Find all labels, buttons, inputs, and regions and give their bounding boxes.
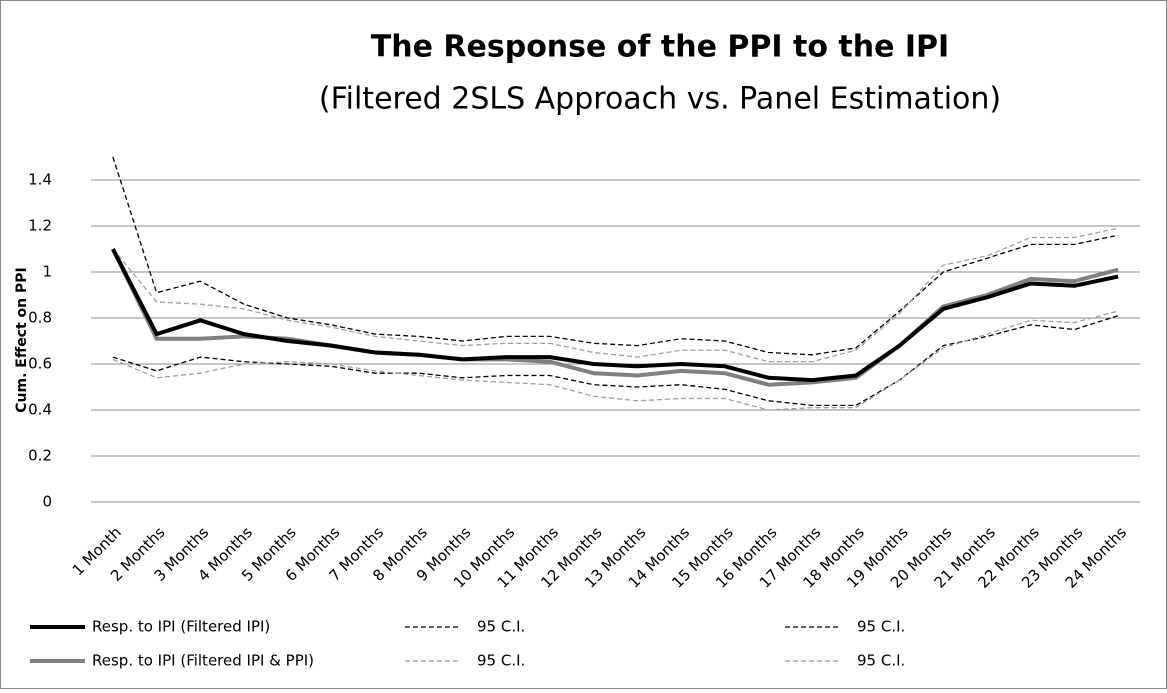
legend-label: Resp. to IPI (Filtered IPI & PPI) xyxy=(92,652,314,670)
series-line xyxy=(112,156,1119,356)
y-tick-label: 1 xyxy=(42,263,52,281)
series-line xyxy=(112,227,1119,363)
y-tick-label: 1.2 xyxy=(28,217,52,235)
y-tick-label: 1.4 xyxy=(28,171,52,189)
y-axis-label: Cum. Effect on PPI xyxy=(14,267,30,412)
chart-subtitle: (Filtered 2SLS Approach vs. Panel Estima… xyxy=(319,82,1001,117)
legend-label: Resp. to IPI (Filtered IPI) xyxy=(92,618,270,636)
legend-label: 95 C.I. xyxy=(477,618,525,636)
legend-label: 95 C.I. xyxy=(477,652,525,670)
series-line xyxy=(111,248,1119,383)
chart-title: The Response of the PPI to the IPI xyxy=(371,30,949,65)
y-tick-label: 0.4 xyxy=(28,401,52,419)
series-line xyxy=(112,310,1119,411)
y-tick-label: 0 xyxy=(42,493,52,511)
series-line xyxy=(112,315,1119,407)
y-tick-label: 0.2 xyxy=(28,447,52,465)
legend-label: 95 C.I. xyxy=(857,618,905,636)
legend-label: 95 C.I. xyxy=(857,652,905,670)
y-tick-label: 0.6 xyxy=(28,355,52,373)
y-tick-label: 0.8 xyxy=(28,309,52,327)
